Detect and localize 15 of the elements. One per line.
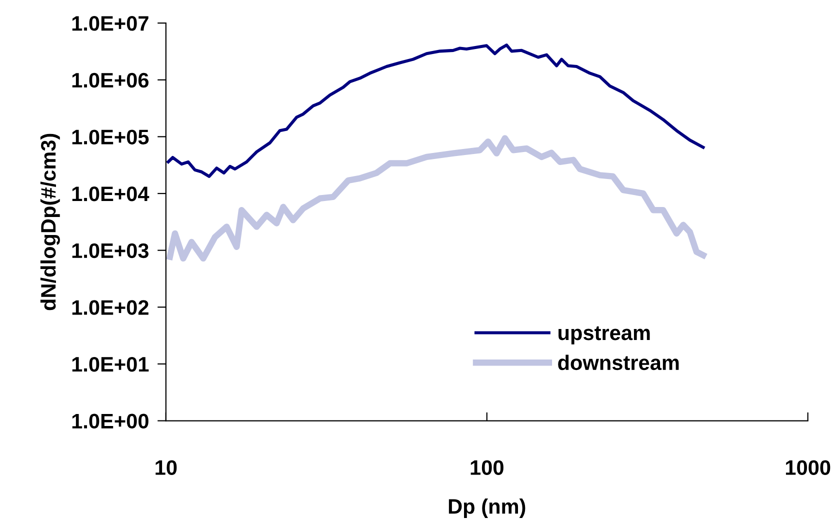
legend-label: upstream (558, 326, 650, 344)
y-axis-title: dN/dlogDp(#/cm3) (40, 134, 60, 310)
y-tick-label: 1.0E+06 (72, 72, 149, 88)
y-tick-label: 1.0E+03 (72, 243, 149, 258)
y-tick-label: 1.0E+07 (72, 16, 148, 31)
legend-label: downstream (558, 354, 679, 370)
x-tick-label: 100 (470, 460, 504, 475)
y-tick-label: 1.0E+02 (72, 300, 148, 315)
y-tick-label: 1.0E+01 (72, 356, 149, 372)
y-tick-label: 1.0E+05 (72, 130, 149, 144)
x-tick-label: 10 (156, 460, 177, 475)
y-tick-label: 1.0E+00 (72, 414, 148, 429)
x-tick-label: 1000 (786, 460, 830, 475)
x-axis-title: Dp (nm) (448, 498, 526, 518)
y-tick-label: 1.0E+04 (72, 186, 150, 202)
